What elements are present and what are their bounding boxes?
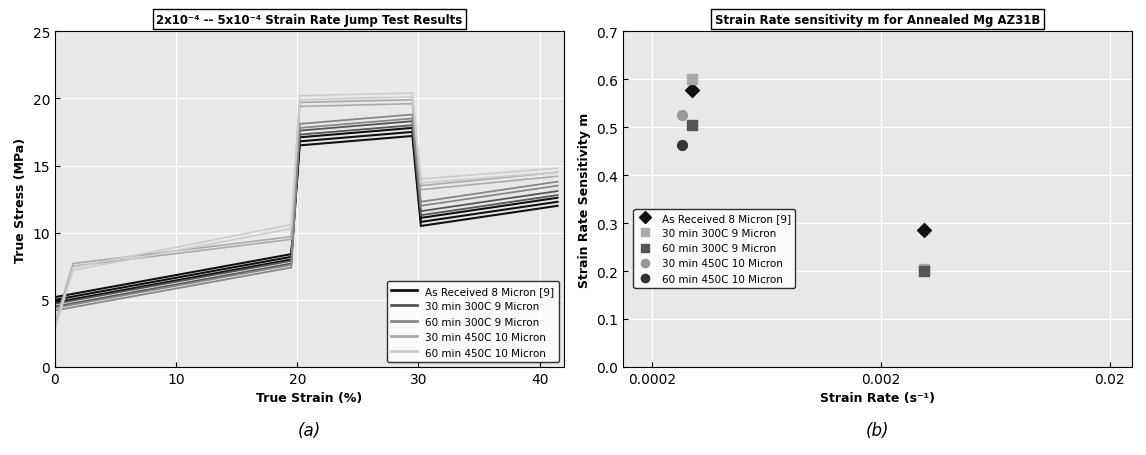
Title: 2x10⁻⁴ -- 5x10⁻⁴ Strain Rate Jump Test Results: 2x10⁻⁴ -- 5x10⁻⁴ Strain Rate Jump Test R… bbox=[156, 14, 463, 27]
Point bbox=[916, 265, 934, 273]
Y-axis label: True Stress (MPa): True Stress (MPa) bbox=[14, 137, 26, 262]
Legend: As Received 8 Micron [9], 30 min 300C 9 Micron, 60 min 300C 9 Micron, 30 min 450: As Received 8 Micron [9], 30 min 300C 9 … bbox=[387, 282, 558, 362]
Legend: As Received 8 Micron [9], 30 min 300C 9 Micron, 60 min 300C 9 Micron, 30 min 450: As Received 8 Micron [9], 30 min 300C 9 … bbox=[634, 209, 795, 288]
Text: (a): (a) bbox=[298, 421, 321, 439]
Point bbox=[683, 87, 701, 94]
Y-axis label: Strain Rate Sensitivity m: Strain Rate Sensitivity m bbox=[578, 112, 590, 287]
Title: Strain Rate sensitivity m for Annealed Mg AZ31B: Strain Rate sensitivity m for Annealed M… bbox=[715, 14, 1041, 27]
Point bbox=[673, 112, 691, 120]
Text: (b): (b) bbox=[866, 421, 889, 439]
Point bbox=[683, 122, 701, 130]
X-axis label: True Strain (%): True Strain (%) bbox=[257, 391, 362, 404]
Point bbox=[673, 142, 691, 150]
Point bbox=[916, 227, 934, 234]
Point bbox=[916, 268, 934, 275]
X-axis label: Strain Rate (s⁻¹): Strain Rate (s⁻¹) bbox=[821, 391, 935, 404]
Point bbox=[683, 76, 701, 84]
